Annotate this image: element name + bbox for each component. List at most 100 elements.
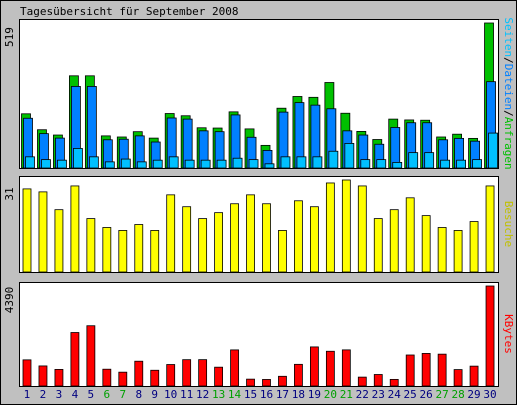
bar-kbytes: [294, 363, 303, 387]
x-tick-label: 21: [340, 388, 353, 401]
x-tick-label: 10: [164, 388, 177, 401]
bar-besuche: [70, 185, 80, 273]
x-tick-label: 12: [196, 388, 209, 401]
bar-kbytes: [309, 346, 319, 387]
bar-kbytes: [54, 369, 64, 387]
bar-seiten: [152, 159, 163, 169]
bar-besuche: [469, 221, 479, 273]
bar-kbytes: [38, 365, 48, 387]
bar-seiten: [376, 159, 387, 169]
x-tick-label: 6: [104, 388, 111, 401]
bar-seiten: [328, 150, 339, 169]
bar-kbytes: [325, 350, 335, 387]
bar-seiten: [25, 156, 35, 169]
x-tick-label: 4: [72, 388, 79, 401]
panel-frame: [19, 176, 499, 273]
bar-kbytes: [262, 379, 271, 387]
bar-seiten: [392, 162, 403, 169]
bar-seiten: [360, 159, 371, 169]
bar-besuche: [86, 218, 96, 273]
x-tick-label: 15: [244, 388, 257, 401]
panel-top: 519 Seiten/Dateien/Anfragen: [3, 17, 515, 169]
x-tick-label: 5: [88, 388, 95, 401]
bar-besuche: [38, 191, 48, 273]
x-tick-label: 13: [212, 388, 225, 401]
bar-besuche: [389, 209, 399, 273]
bar-besuche: [150, 230, 160, 273]
bar-seiten: [344, 143, 355, 169]
bar-seiten: [488, 132, 498, 169]
bar-kbytes: [341, 349, 351, 387]
bar-seiten: [168, 156, 179, 169]
bar-dateien: [390, 127, 401, 169]
bar-kbytes: [182, 359, 192, 387]
bar-seiten: [136, 161, 147, 169]
bar-kbytes: [86, 325, 96, 387]
bar-seiten: [184, 159, 195, 169]
bar-besuche: [214, 212, 224, 273]
bar-kbytes: [166, 364, 176, 387]
bar-kbytes: [198, 359, 208, 387]
panel-middle: 31 Besuche: [3, 176, 515, 273]
bar-seiten: [57, 159, 67, 169]
bar-seiten: [41, 159, 51, 169]
bar-besuche: [325, 182, 335, 273]
bar-besuche: [118, 230, 128, 273]
panel-frame: [19, 19, 499, 169]
x-tick-label: 24: [388, 388, 402, 401]
bar-kbytes: [246, 378, 255, 387]
bar-besuche: [198, 218, 208, 273]
x-tick-label: 23: [372, 388, 385, 401]
bar-kbytes: [421, 353, 431, 387]
bar-kbytes: [373, 374, 383, 387]
legend: KBytes: [502, 314, 515, 354]
bar-seiten: [73, 148, 83, 169]
bar-kbytes: [22, 359, 32, 387]
bar-kbytes: [102, 368, 112, 387]
legend-entry: KBytes: [502, 314, 515, 354]
bar-besuche: [182, 206, 192, 273]
legend-entry: Dateien: [502, 64, 515, 110]
bar-besuche: [22, 188, 32, 273]
bar-kbytes: [134, 360, 144, 387]
bar-seiten: [408, 152, 419, 169]
bar-kbytes: [469, 365, 479, 387]
bar-besuche: [134, 224, 144, 273]
legend-entry: /: [502, 57, 515, 64]
x-tick-label: 9: [151, 388, 158, 401]
bar-besuche: [357, 185, 367, 273]
bar-besuche: [405, 197, 415, 273]
legend-entry: Seiten: [502, 17, 515, 57]
x-tick-label: 22: [356, 388, 369, 401]
bar-seiten: [296, 156, 307, 169]
bar-besuche: [341, 179, 351, 273]
bar-besuche: [166, 194, 176, 273]
bar-seiten: [248, 159, 259, 169]
legend-entry: Anfragen: [502, 117, 515, 170]
bar-seiten: [88, 156, 99, 169]
bar-kbytes: [485, 285, 495, 387]
x-tick-label: 26: [420, 388, 433, 401]
bar-besuche: [246, 194, 255, 273]
bar-besuche: [421, 215, 431, 273]
bar-besuche: [453, 230, 463, 273]
x-tick-label: 1: [24, 388, 31, 401]
panel-bottom: 4390 KBytes: [3, 282, 515, 387]
bar-seiten: [120, 158, 131, 169]
bar-kbytes: [118, 371, 128, 387]
bar-besuche: [262, 203, 271, 273]
x-tick-label: 20: [324, 388, 337, 401]
x-tick-label: 2: [40, 388, 47, 401]
bar-seiten: [200, 159, 211, 169]
x-tick-label: 11: [180, 388, 193, 401]
bar-kbytes: [453, 369, 463, 387]
panel-frame: [19, 282, 499, 387]
x-tick-label: 27: [435, 388, 448, 401]
bar-seiten: [424, 152, 435, 169]
bar-kbytes: [437, 353, 447, 387]
bar-kbytes: [230, 349, 239, 387]
x-tick-label: 28: [451, 388, 464, 401]
x-tick-label: 30: [483, 388, 496, 401]
bar-kbytes: [150, 369, 160, 387]
